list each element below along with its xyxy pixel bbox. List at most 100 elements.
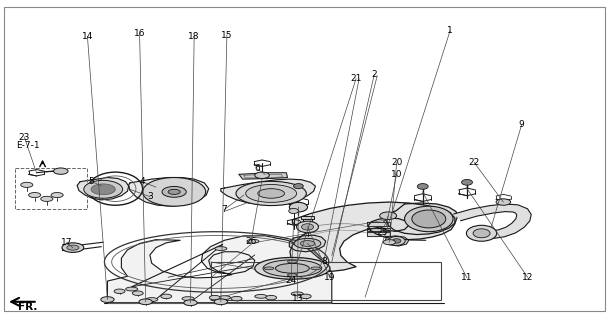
Ellipse shape [161, 294, 172, 299]
Text: 19: 19 [324, 273, 336, 282]
Text: 20: 20 [391, 158, 403, 167]
Ellipse shape [412, 210, 446, 228]
Ellipse shape [168, 189, 180, 195]
Text: 26: 26 [245, 237, 257, 246]
Text: 23: 23 [19, 132, 30, 141]
Ellipse shape [255, 172, 269, 179]
Ellipse shape [21, 182, 33, 188]
Ellipse shape [264, 267, 274, 270]
Ellipse shape [297, 221, 319, 233]
Ellipse shape [184, 300, 197, 306]
Text: 8: 8 [321, 258, 327, 267]
Polygon shape [454, 204, 531, 239]
Ellipse shape [62, 243, 84, 252]
Text: 1: 1 [447, 27, 453, 36]
Polygon shape [367, 232, 390, 236]
Ellipse shape [247, 239, 259, 243]
Ellipse shape [266, 295, 276, 300]
Polygon shape [367, 222, 390, 226]
Text: 6: 6 [255, 164, 260, 173]
Ellipse shape [388, 236, 405, 245]
Ellipse shape [392, 239, 401, 243]
Ellipse shape [209, 295, 220, 300]
Text: 11: 11 [461, 273, 473, 282]
Ellipse shape [51, 193, 63, 197]
Ellipse shape [91, 184, 115, 195]
Text: 14: 14 [82, 32, 93, 41]
Text: 9: 9 [519, 120, 524, 130]
Ellipse shape [231, 296, 242, 301]
Text: 15: 15 [221, 31, 233, 40]
Ellipse shape [214, 299, 228, 305]
Polygon shape [386, 203, 457, 235]
Polygon shape [77, 178, 128, 200]
Ellipse shape [258, 189, 284, 198]
Ellipse shape [67, 245, 79, 250]
Text: 3: 3 [147, 192, 153, 201]
Ellipse shape [417, 184, 428, 189]
Polygon shape [367, 228, 390, 231]
Polygon shape [290, 202, 455, 271]
Ellipse shape [114, 289, 125, 293]
Ellipse shape [255, 258, 330, 279]
Ellipse shape [404, 206, 453, 232]
Ellipse shape [289, 208, 298, 213]
Ellipse shape [125, 287, 138, 291]
Text: 18: 18 [188, 32, 200, 41]
Ellipse shape [245, 185, 297, 202]
Polygon shape [385, 236, 409, 246]
Ellipse shape [29, 193, 41, 197]
Ellipse shape [139, 299, 152, 305]
Ellipse shape [162, 187, 186, 197]
Ellipse shape [291, 292, 303, 296]
Ellipse shape [263, 260, 322, 277]
Polygon shape [289, 235, 326, 252]
Text: 2: 2 [371, 70, 377, 79]
Ellipse shape [287, 274, 297, 276]
Polygon shape [128, 178, 209, 206]
Ellipse shape [236, 181, 306, 205]
Ellipse shape [289, 202, 308, 212]
Text: 22: 22 [469, 158, 480, 167]
Ellipse shape [146, 298, 158, 301]
Ellipse shape [287, 260, 297, 263]
Text: 4: 4 [139, 177, 145, 186]
Ellipse shape [301, 224, 314, 230]
Text: FR.: FR. [18, 302, 38, 312]
Ellipse shape [84, 180, 122, 198]
Ellipse shape [219, 296, 231, 300]
Text: 5: 5 [88, 177, 94, 186]
Ellipse shape [143, 178, 206, 206]
Polygon shape [107, 236, 332, 303]
Ellipse shape [496, 199, 511, 205]
Ellipse shape [54, 168, 68, 174]
Text: 16: 16 [134, 29, 146, 38]
Bar [211, 262, 441, 300]
Ellipse shape [294, 238, 321, 249]
Ellipse shape [462, 180, 473, 185]
Ellipse shape [466, 225, 497, 241]
Text: 25: 25 [376, 228, 388, 237]
Ellipse shape [255, 294, 267, 298]
Polygon shape [221, 179, 315, 204]
Ellipse shape [300, 241, 315, 246]
Ellipse shape [311, 267, 320, 270]
Ellipse shape [294, 184, 303, 189]
Ellipse shape [182, 297, 194, 300]
Ellipse shape [100, 297, 114, 302]
Polygon shape [239, 173, 287, 179]
Text: 21: 21 [350, 74, 362, 83]
Text: E-7-1: E-7-1 [16, 141, 40, 150]
Text: 12: 12 [522, 273, 533, 282]
Ellipse shape [41, 196, 53, 201]
Ellipse shape [132, 291, 143, 295]
Ellipse shape [275, 263, 309, 273]
Ellipse shape [215, 247, 227, 251]
Text: 7: 7 [222, 205, 227, 214]
Ellipse shape [379, 212, 396, 220]
Text: 13: 13 [292, 294, 303, 303]
Text: 24: 24 [286, 276, 297, 285]
Bar [301, 216, 314, 219]
Ellipse shape [473, 229, 490, 238]
Text: 17: 17 [61, 238, 72, 247]
